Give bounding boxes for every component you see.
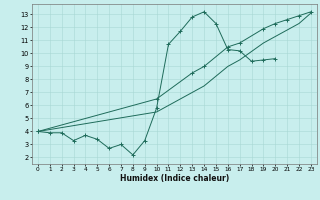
X-axis label: Humidex (Indice chaleur): Humidex (Indice chaleur) <box>120 174 229 183</box>
